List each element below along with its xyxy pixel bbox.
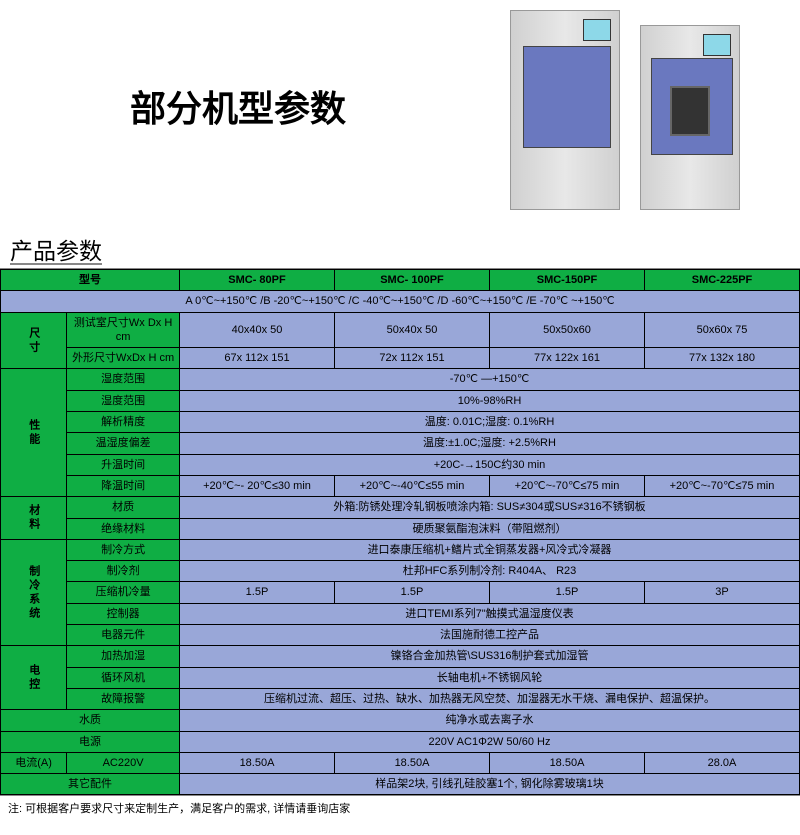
row-label: 测试室尺寸Wx Dx H cm xyxy=(67,312,180,348)
header-area: 部分机型参数 xyxy=(0,0,800,230)
perf-value: 10%-98%RH xyxy=(180,390,800,411)
row-label: 湿度范围 xyxy=(67,390,180,411)
compressor-value: 1.5P xyxy=(180,582,335,603)
dim-value: 67x 112x 151 xyxy=(180,348,335,369)
current-sublabel: AC220V xyxy=(67,752,180,773)
material-value: 外箱:防锈处理冷轧钢板喷涂内箱: SUS≠304或SUS≠316不锈钢板 xyxy=(180,497,800,518)
row-label: 水质 xyxy=(1,710,180,731)
machine-illustration-1 xyxy=(510,10,620,210)
current-value: 18.50A xyxy=(335,752,490,773)
electric-value: 压缩机过流、超压、过热、缺水、加热器无风空焚、加湿器无水干烧、漏电保护、超温保护… xyxy=(180,688,800,709)
row-label: 解析精度 xyxy=(67,412,180,433)
row-label: 控制器 xyxy=(67,603,180,624)
machine-screen xyxy=(583,19,611,41)
section-title: 产品参数 xyxy=(0,230,800,269)
row-label: 压缩机冷量 xyxy=(67,582,180,603)
electric-value: 长轴电机+不锈钢风轮 xyxy=(180,667,800,688)
cooling-time-value: +20℃~-70℃≤75 min xyxy=(490,475,645,496)
compressor-value: 1.5P xyxy=(490,582,645,603)
accessories-value: 样品架2块, 引线孔硅胶塞1个, 钢化除雾玻璃1块 xyxy=(180,774,800,795)
current-value: 18.50A xyxy=(180,752,335,773)
group-electric: 电控 xyxy=(1,646,67,710)
cooling-time-value: +20℃~-70℃≤75 min xyxy=(645,475,800,496)
model-name: SMC- 80PF xyxy=(180,270,335,291)
water-value: 纯净水或去离子水 xyxy=(180,710,800,731)
dim-value: 50x50x60 xyxy=(490,312,645,348)
model-name: SMC-225PF xyxy=(645,270,800,291)
dim-value: 72x 112x 151 xyxy=(335,348,490,369)
row-label: 电流(A) xyxy=(1,752,67,773)
current-value: 28.0A xyxy=(645,752,800,773)
machine-illustration-2 xyxy=(640,25,740,210)
row-label: 外形尺寸WxDx H cm xyxy=(67,348,180,369)
row-label: 湿度范围 xyxy=(67,369,180,390)
group-cooling: 制冷系统 xyxy=(1,539,67,645)
row-label: 绝缘材料 xyxy=(67,518,180,539)
dim-value: 40x40x 50 xyxy=(180,312,335,348)
footer-note: 注: 可根据客户要求尺寸来定制生产，满足客户的需求, 详情请垂询店家 xyxy=(0,795,800,820)
perf-value: +20C-→150C约30 min xyxy=(180,454,800,475)
row-label: 加热加湿 xyxy=(67,646,180,667)
compressor-value: 3P xyxy=(645,582,800,603)
electric-value: 镍铬合金加热管\SUS316制护套式加湿管 xyxy=(180,646,800,667)
row-label: 升温时间 xyxy=(67,454,180,475)
model-name: SMC- 100PF xyxy=(335,270,490,291)
power-value: 220V AC1Φ2W 50/60 Hz xyxy=(180,731,800,752)
dim-value: 77x 132x 180 xyxy=(645,348,800,369)
perf-value: 温度:±1.0C;湿度: +2.5%RH xyxy=(180,433,800,454)
dim-value: 77x 122x 161 xyxy=(490,348,645,369)
cooling-value: 法国施耐德工控产品 xyxy=(180,625,800,646)
row-label: 故障报警 xyxy=(67,688,180,709)
machine-window xyxy=(670,86,710,136)
row-label: 制冷剂 xyxy=(67,561,180,582)
perf-value: -70℃ —+150℃ xyxy=(180,369,800,390)
machine-screen xyxy=(703,34,731,56)
spec-table: 型号SMC- 80PFSMC- 100PFSMC-150PFSMC-225PFA… xyxy=(0,269,800,795)
cooling-value: 杜邦HFC系列制冷剂: R404A、 R23 xyxy=(180,561,800,582)
cooling-time-value: +20℃~-40℃≤55 min xyxy=(335,475,490,496)
row-label: 降温时间 xyxy=(67,475,180,496)
temp-range-summary: A 0℃~+150℃ /B -20℃~+150℃ /C -40℃~+150℃ /… xyxy=(1,291,800,312)
row-label: 循环风机 xyxy=(67,667,180,688)
cooling-time-value: +20℃~- 20℃≤30 min xyxy=(180,475,335,496)
compressor-value: 1.5P xyxy=(335,582,490,603)
group-material: 材料 xyxy=(1,497,67,540)
row-label: 其它配件 xyxy=(1,774,180,795)
product-images xyxy=(510,10,740,210)
row-label: 材质 xyxy=(67,497,180,518)
group-performance: 性能 xyxy=(1,369,67,497)
row-label: 电器元件 xyxy=(67,625,180,646)
cooling-value: 进口泰康压缩机+鳍片式全铜蒸发器+风冷式冷凝器 xyxy=(180,539,800,560)
group-dimensions: 尺寸 xyxy=(1,312,67,369)
page-title: 部分机型参数 xyxy=(130,80,346,132)
row-label: 温湿度偏差 xyxy=(67,433,180,454)
cooling-value: 进口TEMI系列7"触摸式温湿度仪表 xyxy=(180,603,800,624)
dim-value: 50x40x 50 xyxy=(335,312,490,348)
dim-value: 50x60x 75 xyxy=(645,312,800,348)
row-label: 电源 xyxy=(1,731,180,752)
material-value: 硬质聚氨酯泡沫料（带阻燃剂） xyxy=(180,518,800,539)
row-label: 制冷方式 xyxy=(67,539,180,560)
model-label: 型号 xyxy=(1,270,180,291)
model-name: SMC-150PF xyxy=(490,270,645,291)
perf-value: 温度: 0.01C;湿度: 0.1%RH xyxy=(180,412,800,433)
current-value: 18.50A xyxy=(490,752,645,773)
